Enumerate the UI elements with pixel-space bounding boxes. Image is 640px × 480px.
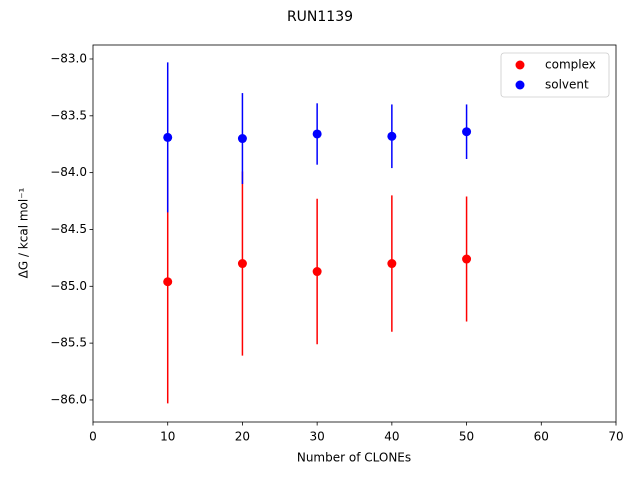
point <box>237 134 247 144</box>
legend-marker <box>515 60 525 70</box>
x-tick-label: 0 <box>89 430 97 444</box>
x-tick-label: 60 <box>534 430 549 444</box>
y-tick-label: −83.0 <box>50 51 87 65</box>
legend-label: complex <box>545 58 596 72</box>
x-tick-label: 50 <box>459 430 474 444</box>
legend-marker <box>515 80 525 90</box>
y-axis-label: ΔG / kcal mol⁻¹ <box>17 187 31 278</box>
chart-title: RUN1139 <box>287 9 353 25</box>
x-tick-label: 40 <box>384 430 399 444</box>
x-tick-label: 30 <box>310 430 325 444</box>
point <box>312 129 322 139</box>
point <box>387 131 397 141</box>
legend-box <box>500 52 610 98</box>
point <box>237 259 247 269</box>
point <box>462 127 472 137</box>
legend-label: solvent <box>545 78 589 92</box>
point <box>163 277 173 287</box>
y-tick-label: −86.0 <box>50 392 87 406</box>
plot-frame <box>92 44 617 423</box>
point <box>462 254 472 264</box>
x-tick-label: 10 <box>160 430 175 444</box>
y-tick-label: −85.0 <box>50 279 87 293</box>
y-tick-label: −85.5 <box>50 336 87 350</box>
y-tick-label: −84.5 <box>50 222 87 236</box>
point <box>312 267 322 277</box>
point <box>163 132 173 142</box>
x-axis-label: Number of CLONEs <box>297 451 411 465</box>
y-tick-label: −83.5 <box>50 108 87 122</box>
point <box>387 259 397 269</box>
x-tick-label: 70 <box>608 430 623 444</box>
y-tick-label: −84.0 <box>50 165 87 179</box>
x-tick-label: 20 <box>235 430 250 444</box>
